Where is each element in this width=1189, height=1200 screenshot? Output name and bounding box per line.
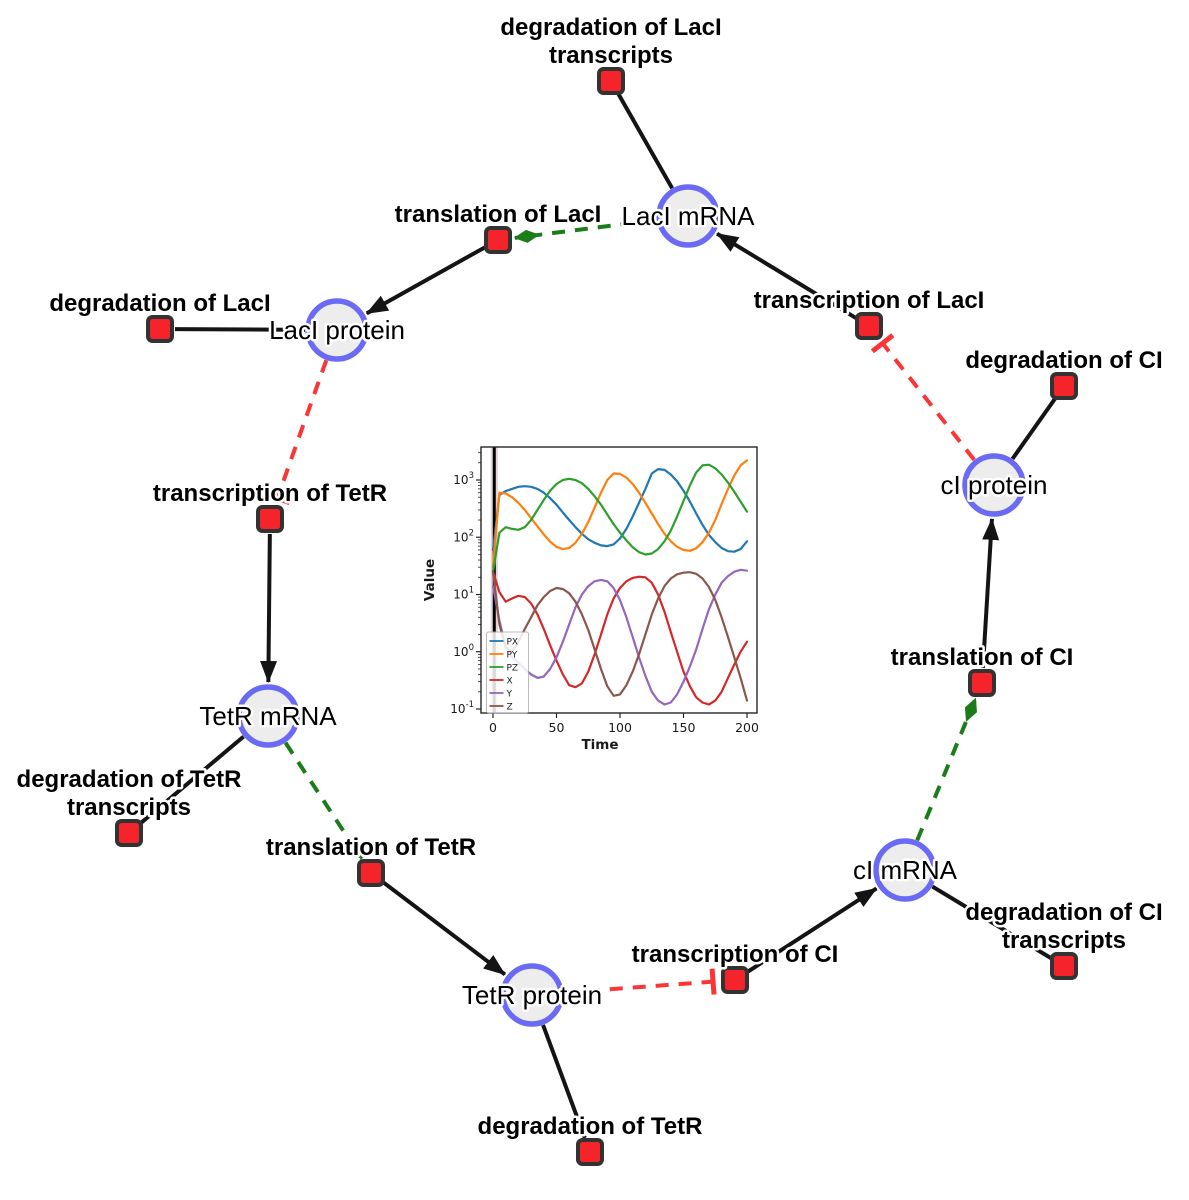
chart-series-pz — [491, 463, 749, 573]
chart-series-x — [491, 570, 749, 706]
edge-modifier-ci_mrna-transl_ci — [915, 697, 978, 842]
reaction-node-transl-laci[interactable] — [484, 226, 512, 254]
reaction-label-deg-tetr: degradation of TetR — [478, 1113, 703, 1140]
edge-reactant-laci_mrna-deg_laci_tx — [616, 93, 674, 190]
reaction-label-deg-ci: degradation of CI — [965, 347, 1162, 374]
reaction-label-deg-tetr-tx: degradation of TetR transcripts — [17, 766, 242, 821]
chart-legend-label-x: X — [507, 677, 513, 687]
reaction-nodes-layer — [115, 67, 1078, 1166]
reaction-label-transcr-laci: transcription of LacI — [754, 287, 985, 314]
chart-legend-label-px: PX — [507, 638, 519, 648]
species-node-tetr-protein[interactable] — [500, 963, 564, 1027]
chart-ytick-label: 100 — [453, 643, 474, 659]
edge-product-transl_ci-ci_protein — [980, 517, 1000, 669]
chart-series-px — [491, 468, 749, 553]
reaction-node-deg-laci[interactable] — [146, 315, 174, 343]
labels-layer: degradation of LacI transcripts translatio… — [14, 12, 1165, 1143]
reaction-node-transl-ci[interactable] — [968, 669, 996, 697]
species-node-laci-mrna[interactable] — [656, 184, 720, 248]
species-node-ci-mrna[interactable] — [873, 838, 937, 902]
reaction-node-transl-tetr[interactable] — [357, 859, 385, 887]
species-node-tetr-mrna[interactable] — [236, 684, 300, 748]
chart-legend-label-py: PY — [507, 651, 518, 661]
chart-series-py — [491, 459, 749, 569]
chart-ytick-label: 102 — [453, 528, 474, 544]
chart-series-z — [491, 570, 749, 702]
species-label-tetr-mrna: TetR mRNA — [199, 701, 337, 731]
chart-xtick-label: 50 — [549, 720, 565, 735]
chart-ytick-label: 10-1 — [450, 700, 474, 716]
edge-reactant-ci_protein-deg_ci — [1010, 397, 1057, 461]
species-label-laci-mrna: LacI mRNA — [622, 201, 756, 231]
edge-inhibitor-tetr_protein-transcr_ci — [563, 968, 717, 995]
chart-series-y — [491, 568, 749, 706]
species-node-ci-protein[interactable] — [962, 453, 1026, 517]
reaction-node-transcr-tetr[interactable] — [256, 505, 284, 533]
chart-legend-label-pz: PZ — [507, 664, 519, 674]
chart-xtick-label: 0 — [489, 720, 497, 735]
edge-modifier-laci_mrna-transl_laci — [513, 218, 657, 243]
chart-xlabel: Time — [581, 737, 618, 753]
reaction-label-deg-laci-tx: degradation of LacI transcripts — [500, 14, 721, 69]
chart-xtick-label: 100 — [608, 720, 632, 735]
species-label-laci-protein: LacI protein — [269, 315, 405, 345]
edge-reactant-laci_protein-deg_laci — [174, 327, 306, 332]
reaction-node-deg-ci[interactable] — [1050, 372, 1078, 400]
edge-product-transcr_tetr-tetr_mrna — [260, 533, 278, 684]
chart-xtick-label: 200 — [735, 720, 759, 735]
species-nodes-layer — [236, 184, 1026, 1027]
chart-ytick-label: 103 — [453, 471, 474, 487]
inset-chart: 0 50 100 150 20010-1100101102103TimeValuePXP… — [422, 446, 759, 753]
chart-legend: PX PY PZ XYZ — [486, 631, 529, 714]
edge-reactant-tetr_mrna-deg_tetr_tx — [139, 735, 245, 825]
edge-product-transcr_ci-ci_mrna — [746, 886, 878, 974]
chart-xtick-label: 150 — [672, 720, 696, 735]
species-label-ci-mrna: cI mRNA — [853, 855, 958, 885]
reaction-label-transl-tetr: translation of TetR — [266, 834, 476, 861]
chart-frame — [480, 446, 758, 714]
chart-legend-label-z: Z — [507, 703, 513, 713]
species-node-laci-protein[interactable] — [305, 298, 369, 362]
edge-inhibitor-ci_protein-transcr_laci — [870, 333, 976, 462]
reaction-node-transcr-ci[interactable] — [721, 966, 749, 994]
chart-ytick-label: 101 — [453, 586, 474, 602]
reaction-label-transl-ci: translation of CI — [891, 644, 1074, 671]
edge-inhibitor-laci_protein-transcr_tetr — [264, 359, 329, 505]
edge-reactant-tetr_protein-deg_tetr — [541, 1024, 587, 1139]
chart-ylabel: Value — [422, 559, 438, 601]
reaction-node-deg-ci-tx[interactable] — [1050, 952, 1078, 980]
edge-product-transcr_laci-laci_mrna — [716, 231, 858, 320]
reaction-label-transcr-ci: transcription of CI — [632, 941, 839, 968]
edge-modifier-tetr_mrna-transl_tetr — [283, 741, 364, 860]
reaction-node-deg-tetr-tx[interactable] — [115, 819, 143, 847]
reaction-label-transcr-tetr: transcription of TetR — [153, 480, 387, 507]
reaction-node-transcr-laci[interactable] — [855, 312, 883, 340]
chart-legend-label-y: Y — [506, 690, 513, 700]
reaction-label-deg-laci: degradation of LacI — [49, 290, 270, 317]
reaction-node-deg-laci-tx[interactable] — [597, 67, 625, 95]
edges-layer — [139, 93, 1057, 1139]
reaction-node-deg-tetr[interactable] — [576, 1138, 604, 1166]
edge-reactant-ci_mrna-deg_ci_tx — [931, 884, 1053, 960]
edge-product-transl_tetr-tetr_protein — [381, 880, 507, 977]
edge-product-transl_laci-laci_protein — [365, 245, 486, 316]
reaction-label-transl-laci: translation of LacI — [395, 201, 602, 228]
species-label-ci-protein: cI protein — [941, 470, 1048, 500]
reaction-label-deg-ci-tx: degradation of CI transcripts — [965, 899, 1162, 954]
species-label-tetr-protein: TetR protein — [462, 980, 602, 1010]
